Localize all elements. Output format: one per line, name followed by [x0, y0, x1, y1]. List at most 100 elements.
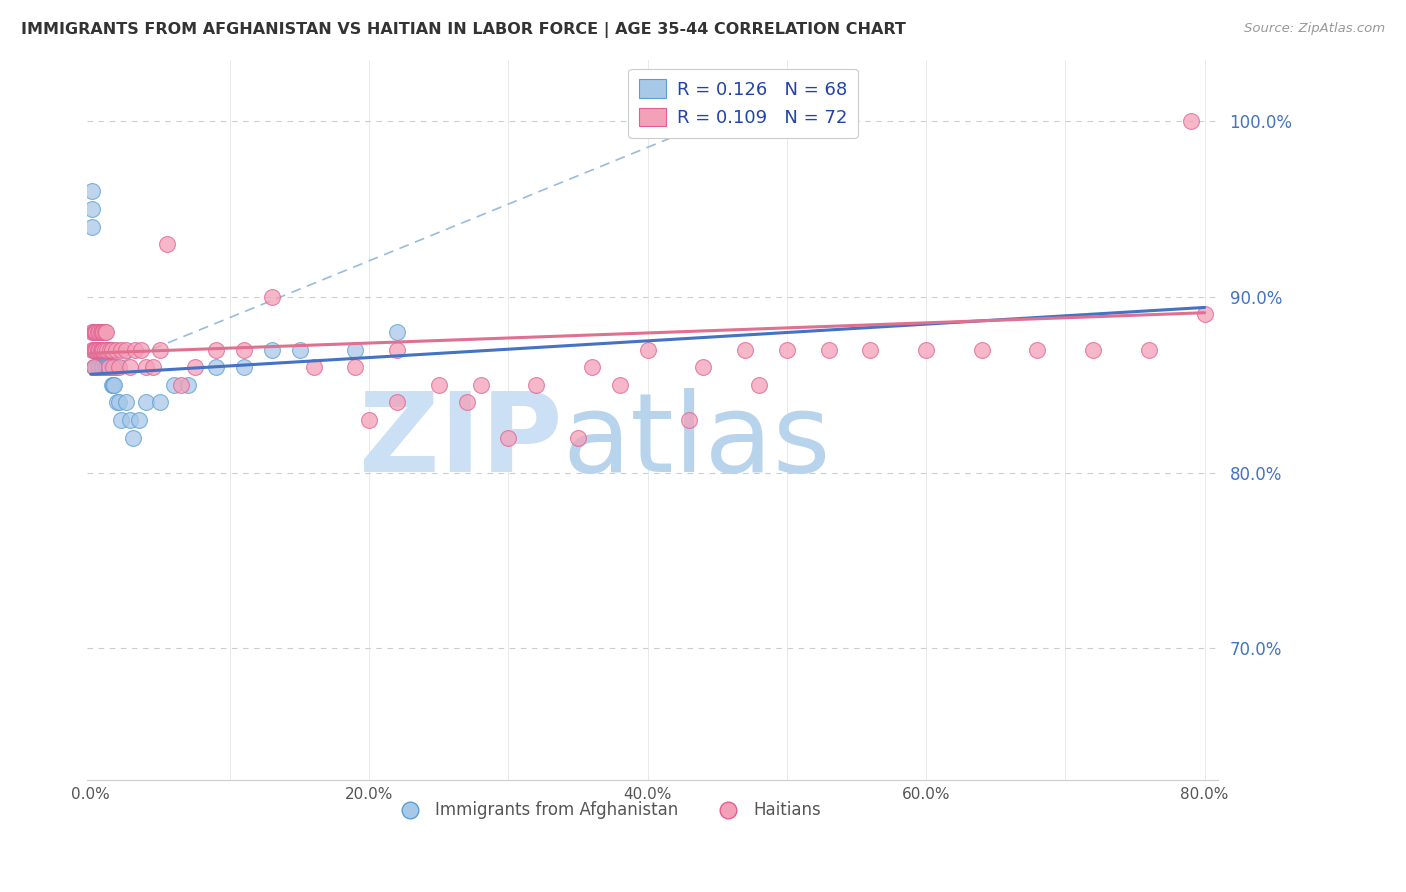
Point	[96, 343, 118, 357]
Point	[89, 343, 111, 357]
Point	[94, 325, 117, 339]
Text: atlas: atlas	[562, 388, 831, 495]
Point	[84, 343, 107, 357]
Point	[84, 343, 107, 357]
Point	[89, 343, 111, 357]
Point	[91, 343, 114, 357]
Point	[89, 325, 111, 339]
Point	[87, 343, 110, 357]
Point	[87, 360, 110, 375]
Point	[692, 114, 714, 128]
Point	[232, 360, 254, 375]
Point	[97, 343, 120, 357]
Point	[96, 360, 118, 375]
Point	[105, 395, 128, 409]
Point	[101, 360, 124, 375]
Point	[82, 343, 104, 357]
Point	[84, 343, 107, 357]
Point	[84, 325, 107, 339]
Point	[359, 413, 381, 427]
Point	[110, 413, 132, 427]
Point	[89, 343, 111, 357]
Point	[83, 360, 105, 375]
Point	[637, 343, 659, 357]
Point	[90, 343, 112, 357]
Point	[97, 360, 120, 375]
Point	[817, 343, 839, 357]
Point	[87, 325, 110, 339]
Point	[609, 377, 631, 392]
Text: Source: ZipAtlas.com: Source: ZipAtlas.com	[1244, 22, 1385, 36]
Point	[1137, 343, 1160, 357]
Point	[84, 360, 107, 375]
Point	[344, 343, 367, 357]
Point	[470, 377, 492, 392]
Point	[260, 290, 283, 304]
Point	[344, 360, 367, 375]
Point	[678, 413, 700, 427]
Point	[1180, 114, 1202, 128]
Point	[86, 360, 108, 375]
Point	[86, 343, 108, 357]
Point	[90, 360, 112, 375]
Point	[90, 343, 112, 357]
Point	[84, 325, 107, 339]
Point	[86, 325, 108, 339]
Point	[121, 431, 143, 445]
Point	[385, 395, 408, 409]
Point	[83, 343, 105, 357]
Point	[83, 343, 105, 357]
Point	[83, 343, 105, 357]
Point	[103, 377, 125, 392]
Point	[149, 343, 172, 357]
Point	[104, 343, 127, 357]
Point	[87, 343, 110, 357]
Point	[692, 360, 714, 375]
Point	[104, 360, 127, 375]
Point	[232, 343, 254, 357]
Point	[89, 360, 111, 375]
Point	[98, 343, 121, 357]
Point	[91, 360, 114, 375]
Point	[87, 325, 110, 339]
Point	[692, 114, 714, 128]
Point	[205, 343, 228, 357]
Point	[90, 343, 112, 357]
Point	[93, 343, 115, 357]
Point	[114, 343, 136, 357]
Point	[91, 343, 114, 357]
Point	[82, 219, 104, 234]
Point	[89, 343, 111, 357]
Point	[385, 325, 408, 339]
Point	[110, 343, 132, 357]
Point	[288, 343, 311, 357]
Text: ZIP: ZIP	[359, 388, 562, 495]
Point	[82, 202, 104, 216]
Point	[456, 395, 478, 409]
Point	[128, 413, 150, 427]
Point	[205, 360, 228, 375]
Point	[89, 343, 111, 357]
Point	[100, 377, 122, 392]
Point	[83, 325, 105, 339]
Point	[83, 325, 105, 339]
Point	[156, 237, 179, 252]
Point	[776, 343, 799, 357]
Point	[142, 360, 165, 375]
Point	[118, 413, 141, 427]
Point	[87, 343, 110, 357]
Point	[98, 343, 121, 357]
Point	[101, 377, 124, 392]
Point	[107, 360, 129, 375]
Point	[93, 325, 115, 339]
Point	[118, 360, 141, 375]
Point	[427, 377, 450, 392]
Point	[89, 325, 111, 339]
Point	[748, 377, 770, 392]
Point	[100, 343, 122, 357]
Point	[86, 343, 108, 357]
Point	[82, 325, 104, 339]
Point	[91, 325, 114, 339]
Legend: Immigrants from Afghanistan, Haitians: Immigrants from Afghanistan, Haitians	[387, 795, 828, 826]
Point	[90, 325, 112, 339]
